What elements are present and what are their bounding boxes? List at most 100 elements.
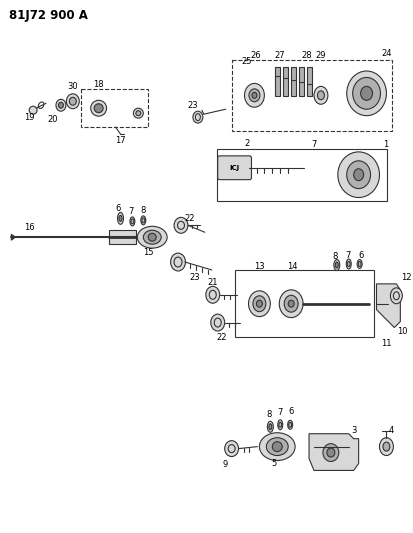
Ellipse shape	[174, 217, 188, 233]
Ellipse shape	[56, 99, 66, 111]
Ellipse shape	[141, 216, 146, 225]
Text: 11: 11	[381, 339, 392, 348]
Bar	[235, 270, 373, 337]
Ellipse shape	[358, 262, 361, 266]
Ellipse shape	[252, 92, 257, 98]
Text: 7: 7	[278, 408, 283, 417]
Ellipse shape	[289, 422, 292, 427]
Text: 24: 24	[381, 49, 392, 58]
Ellipse shape	[380, 438, 393, 456]
Text: 10: 10	[397, 327, 408, 336]
Text: 3: 3	[351, 426, 356, 435]
Ellipse shape	[347, 262, 350, 266]
FancyBboxPatch shape	[218, 156, 252, 180]
Ellipse shape	[119, 215, 122, 221]
Ellipse shape	[346, 259, 351, 269]
Text: 28: 28	[302, 51, 312, 60]
Ellipse shape	[142, 218, 145, 223]
Text: 6: 6	[116, 204, 121, 213]
Ellipse shape	[347, 161, 370, 189]
Text: 6: 6	[358, 251, 363, 260]
Ellipse shape	[253, 296, 266, 312]
Ellipse shape	[334, 260, 340, 270]
Ellipse shape	[193, 111, 203, 123]
Text: 17: 17	[115, 136, 126, 146]
Bar	[232, 60, 392, 131]
Ellipse shape	[354, 169, 363, 181]
Ellipse shape	[138, 227, 167, 248]
Ellipse shape	[133, 108, 143, 118]
Ellipse shape	[318, 91, 324, 100]
Text: 1: 1	[383, 140, 388, 149]
Text: 9: 9	[222, 460, 227, 469]
Text: 8: 8	[332, 252, 337, 261]
Ellipse shape	[249, 89, 260, 102]
Ellipse shape	[244, 83, 264, 107]
Bar	[291, 67, 296, 96]
Ellipse shape	[347, 71, 387, 116]
Ellipse shape	[269, 424, 272, 430]
Text: 30: 30	[68, 82, 78, 91]
Text: 8: 8	[140, 206, 146, 215]
Ellipse shape	[288, 300, 294, 307]
Ellipse shape	[267, 421, 273, 432]
Ellipse shape	[288, 421, 293, 429]
Bar	[275, 67, 280, 96]
Ellipse shape	[136, 111, 141, 116]
Ellipse shape	[259, 433, 295, 461]
Text: 27: 27	[274, 51, 285, 60]
Text: 2: 2	[245, 140, 250, 149]
Ellipse shape	[131, 219, 134, 224]
Text: 23: 23	[188, 101, 198, 110]
Text: 5: 5	[272, 459, 277, 468]
Ellipse shape	[383, 442, 390, 451]
Ellipse shape	[278, 420, 283, 430]
Text: 18: 18	[93, 80, 104, 89]
Text: 22: 22	[216, 333, 227, 342]
Ellipse shape	[69, 98, 76, 105]
Circle shape	[29, 106, 37, 114]
Polygon shape	[11, 234, 15, 240]
Text: 7: 7	[311, 140, 317, 149]
Ellipse shape	[171, 253, 185, 271]
Text: 19: 19	[24, 112, 34, 122]
Text: 16: 16	[24, 223, 35, 232]
Bar	[307, 67, 312, 96]
Ellipse shape	[357, 260, 362, 269]
Ellipse shape	[211, 314, 225, 331]
Text: 25: 25	[241, 57, 252, 66]
Ellipse shape	[327, 448, 335, 457]
Text: 4: 4	[389, 426, 394, 435]
Text: 15: 15	[143, 248, 154, 256]
Text: 29: 29	[316, 51, 326, 60]
Text: 26: 26	[250, 51, 261, 60]
Ellipse shape	[390, 288, 402, 304]
Ellipse shape	[338, 152, 380, 198]
Text: 6: 6	[288, 407, 294, 416]
Ellipse shape	[279, 290, 303, 318]
Bar	[81, 90, 148, 127]
Ellipse shape	[59, 102, 64, 108]
Ellipse shape	[130, 217, 135, 226]
Ellipse shape	[353, 77, 380, 109]
Ellipse shape	[91, 100, 107, 116]
Bar	[299, 67, 304, 96]
Bar	[109, 230, 136, 244]
Text: 14: 14	[287, 262, 297, 271]
Text: 21: 21	[207, 278, 218, 287]
Text: 81J72 900 A: 81J72 900 A	[9, 10, 88, 22]
Bar	[283, 67, 288, 96]
Ellipse shape	[143, 230, 161, 244]
Text: ICJ: ICJ	[230, 165, 240, 171]
Ellipse shape	[148, 233, 156, 241]
Ellipse shape	[249, 291, 271, 317]
Ellipse shape	[225, 441, 239, 457]
Text: 22: 22	[185, 214, 195, 223]
Text: 23: 23	[190, 273, 200, 282]
Ellipse shape	[117, 213, 123, 224]
Ellipse shape	[66, 94, 79, 109]
Text: 7: 7	[345, 251, 350, 260]
Ellipse shape	[361, 86, 373, 100]
Ellipse shape	[284, 295, 298, 312]
Text: 20: 20	[48, 115, 58, 124]
